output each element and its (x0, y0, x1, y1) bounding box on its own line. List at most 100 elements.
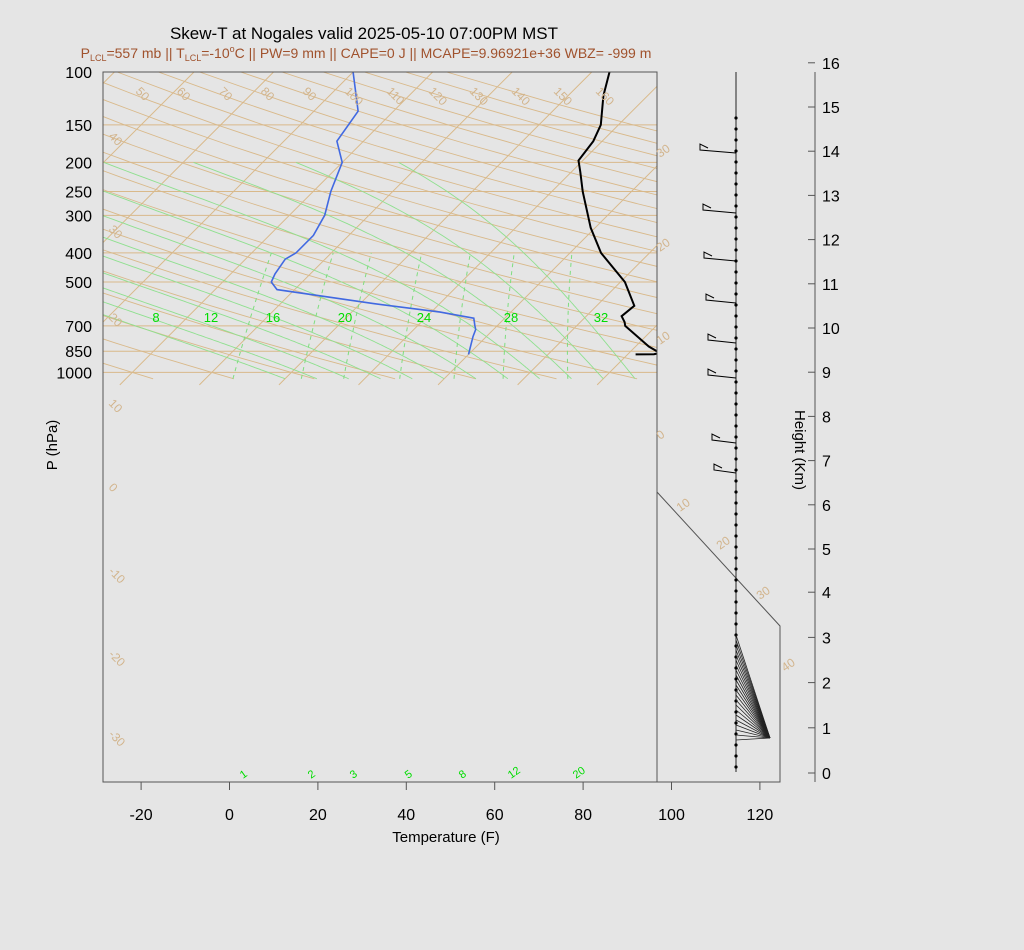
wind-level-dot (734, 457, 738, 461)
wind-level-dot (734, 600, 738, 604)
pressure-tick-label: 500 (65, 275, 92, 292)
pressure-tick-label: 400 (65, 246, 92, 263)
wind-level-dot (734, 391, 738, 395)
wind-level-dot (734, 721, 738, 725)
height-tick-label: 7 (822, 454, 831, 471)
wind-level-dot (734, 754, 738, 758)
wind-level-dot (734, 325, 738, 329)
wind-barb (735, 724, 771, 739)
wind-barb-upper (703, 251, 737, 262)
subtitle-p-lcl-sub: LCL (90, 53, 107, 63)
chart-title: Skew-T at Nogales valid 2025-05-10 07:00… (170, 24, 558, 43)
wind-barb-upper (707, 368, 737, 379)
subtitle-t-lcl-value: =-10 (201, 45, 230, 61)
wind-barb (735, 689, 771, 739)
isotherm-left-label: 20 (106, 310, 126, 330)
isotherm-left-label: -20 (106, 647, 128, 669)
wind-barb (735, 679, 771, 739)
pressure-tick-label: 250 (65, 185, 92, 202)
isotherm-left-label: 10 (106, 396, 126, 416)
subtitle-rest: C || PW=9 mm || CAPE=0 J || MCAPE=9.9692… (235, 45, 652, 61)
x-tick-label: -20 (130, 807, 153, 824)
isotherm-top-label: 100 (342, 84, 366, 108)
moist-adiabat (103, 287, 349, 380)
wind-level-dot (734, 743, 738, 747)
height-tick-label: 14 (822, 144, 840, 161)
wind-level-dot (734, 237, 738, 241)
mixing-ratio-line (232, 252, 272, 379)
wind-level-dot (734, 270, 738, 274)
isotherm-top-label: 80 (258, 84, 278, 104)
height-tick-label: 15 (822, 100, 840, 117)
mixing-ratio-bottom-label: 8 (457, 768, 469, 781)
isotherm-left-label: 40 (106, 129, 126, 149)
isotherm-line (677, 58, 1004, 385)
wind-level-dot (734, 369, 738, 373)
x-tick-label: 0 (225, 807, 234, 824)
wind-barb-upper (707, 333, 737, 344)
height-axis-label: Height (Km) (791, 410, 808, 490)
wind-level-dot (734, 611, 738, 615)
y-axis-label: P (hPa) (44, 420, 61, 471)
dry-adiabat (103, 116, 657, 283)
chart-subtitle: PLCL=557 mb || TLCL=-10oC || PW=9 mm || … (81, 44, 652, 63)
wind-barb (735, 737, 771, 741)
subtitle-t-lcl-sub: LCL (185, 53, 202, 63)
wind-barb (735, 719, 771, 739)
isotherm-right-label: 20 (714, 533, 733, 552)
moist-adiabat (103, 190, 509, 380)
pressure-tick-label: 100 (65, 65, 92, 82)
isotherm-top-label: 140 (509, 84, 533, 108)
subtitle-degree: o (230, 44, 235, 54)
dry-adiabat (322, 72, 657, 169)
wind-level-dot (734, 116, 738, 120)
height-tick-label: 10 (822, 321, 840, 338)
wind-barb-upper (699, 143, 737, 154)
isotherm-line (437, 165, 657, 386)
x-tick-label: 60 (486, 807, 504, 824)
mixing-ratio-bottom-label: 12 (506, 765, 523, 782)
height-tick-label: 4 (822, 585, 831, 602)
isotherm-right-label: 40 (779, 655, 798, 674)
isotherm-line (199, 72, 513, 386)
isotherm-line (119, 72, 434, 386)
wind-level-dot (734, 446, 738, 450)
mixing-ratio-top-label: 32 (594, 310, 608, 325)
dry-adiabat (281, 72, 657, 183)
wind-level-dot (734, 127, 738, 131)
temperature-trace (577, 72, 657, 356)
wind-barb-upper (702, 203, 737, 214)
wind-level-dot (734, 138, 738, 142)
isotherm-top-label: 90 (300, 84, 320, 104)
dry-adiabat (103, 249, 557, 380)
isotherm-left-label: -10 (106, 564, 128, 586)
mixing-ratio-bottom-label: 5 (403, 768, 415, 781)
moist-adiabat (295, 161, 604, 380)
isotherm-line (103, 72, 275, 244)
dry-adiabat (405, 72, 657, 144)
pressure-tick-label: 700 (65, 319, 92, 336)
mixing-ratio-bottom-label: 2 (306, 768, 318, 781)
isotherm-line (517, 244, 657, 386)
mixing-ratio-line (300, 252, 334, 379)
isotherm-left-label: 0 (106, 480, 121, 495)
wind-level-dot (734, 149, 738, 153)
height-tick-label: 9 (822, 365, 831, 382)
wind-level-dot (734, 479, 738, 483)
mixing-ratio-top-label: 16 (266, 310, 280, 325)
wind-level-dot (734, 556, 738, 560)
isotherm-top-label: 60 (174, 84, 194, 104)
wind-barb (735, 694, 771, 739)
dry-adiabat (103, 338, 234, 380)
isotherm-line (0, 58, 49, 385)
x-tick-label: 120 (747, 807, 774, 824)
dry-adiabat (364, 72, 657, 157)
x-tick-label: 80 (574, 807, 592, 824)
dry-adiabat (103, 315, 315, 380)
wind-level-dot (734, 204, 738, 208)
dry-adiabat (103, 170, 657, 331)
isotherm-top-label: 110 (384, 84, 408, 108)
wind-level-dot (734, 226, 738, 230)
wind-level-dot (734, 336, 738, 340)
wind-level-dot (734, 347, 738, 351)
